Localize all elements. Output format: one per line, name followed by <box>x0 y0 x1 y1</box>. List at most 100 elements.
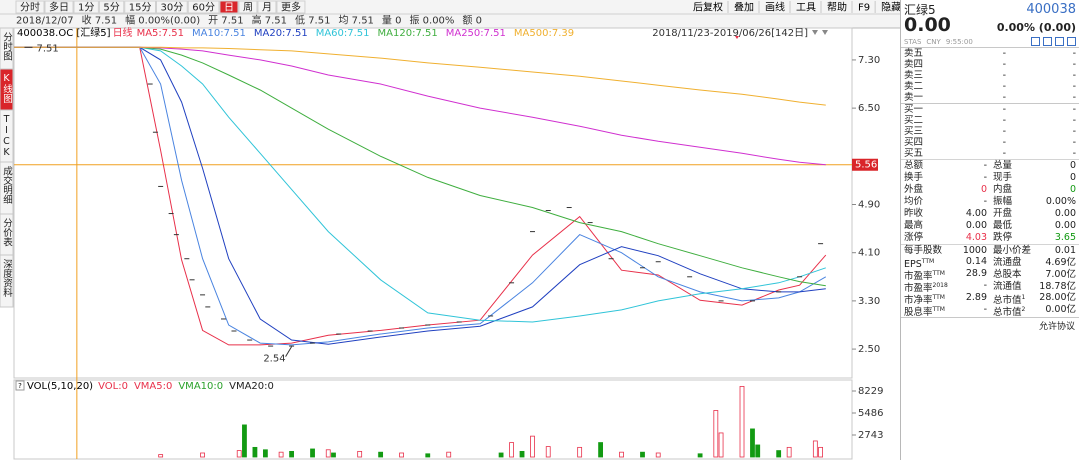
menu-item[interactable]: 工具 <box>796 2 816 14</box>
book-price: - <box>1002 48 1006 59</box>
period-tab[interactable]: 60分 <box>192 2 215 14</box>
side-tab[interactable]: 深度资料 <box>1 259 13 298</box>
panel-icon[interactable] <box>1031 37 1040 46</box>
book-price: - <box>1002 104 1006 115</box>
volume-title: VOL(5,10,20) <box>27 381 93 392</box>
stat-cell: EPSTTM 0.14 <box>904 256 990 271</box>
order-book-row: 卖五 - - <box>901 47 1079 59</box>
period-tab-bg <box>276 0 306 14</box>
menu-item[interactable]: 帮助 <box>827 1 847 14</box>
volume-legend: VMA20:0 <box>229 381 274 392</box>
stat-label-text: EPS <box>904 258 922 270</box>
y-tick-label: 2.50 <box>858 344 880 355</box>
period-tab-bg <box>98 0 125 14</box>
quote-item: 低 7.51 <box>295 14 330 27</box>
period-tab[interactable]: 多日 <box>49 1 69 14</box>
stat-value: - <box>983 303 987 315</box>
crosshair-label: 5.56 <box>855 160 877 171</box>
side-tab[interactable]: 成交明细 <box>1 165 13 204</box>
side-tab[interactable]: 分价表 <box>1 218 13 247</box>
ma-line <box>14 46 827 346</box>
stat-label-text: 昨收 <box>904 208 924 219</box>
side-tab[interactable]: TICK <box>1 114 12 158</box>
stat-value: 0 <box>1069 160 1076 171</box>
low-label: 2.54 <box>263 354 285 365</box>
panel-icon[interactable] <box>1043 37 1052 46</box>
volume-bar <box>598 442 603 458</box>
meta-row: STAS CNY 9:55:00 <box>901 36 1079 47</box>
side-tab[interactable]: 分时图 <box>1 32 13 61</box>
stat-row: 市盈率TTM 28.9 总股本 7.00亿 <box>901 268 1079 283</box>
panel-footer[interactable]: 允许协议 <box>901 317 1079 332</box>
stat-label-sup: TTM <box>921 257 935 265</box>
stat-cell: 最低 0.00 <box>990 220 1076 232</box>
period-tab[interactable]: 15分 <box>129 2 152 14</box>
volume-bar <box>399 452 404 458</box>
legend-entry: MA500:7.39 <box>514 28 574 39</box>
quote-item: 均 7.51 <box>338 15 373 27</box>
y-tick-label: 8229 <box>858 386 883 397</box>
stat-cell: 总市值2 0.00亿 <box>990 304 1076 319</box>
stat-label-text: 总量 <box>993 160 1013 171</box>
stat-label: 振幅 <box>993 196 1012 208</box>
quote-panel: 汇绿5 400038 0.00 0.00% (0.00) STAS CNY 9:55:00 卖… <box>900 0 1079 460</box>
period-tab[interactable]: 周 <box>243 2 253 14</box>
order-book-row: 买四 - - <box>901 137 1079 148</box>
book-label: 买二 <box>904 115 924 126</box>
menu-item[interactable]: 叠加 <box>734 2 754 14</box>
help-icon[interactable] <box>15 380 25 391</box>
side-tab[interactable]: K线图 <box>1 73 13 104</box>
period-tab[interactable]: 月 <box>262 2 272 14</box>
menu-item[interactable]: F9 <box>858 3 870 14</box>
book-label: 买一 <box>904 104 924 115</box>
order-book-row: 买三 - - <box>901 126 1079 137</box>
book-label: 卖二 <box>904 81 924 92</box>
period-tab[interactable]: 5分 <box>103 2 119 14</box>
stat-cell: 每手股数 1000 <box>904 245 990 257</box>
volume-bar <box>697 453 703 458</box>
period-tab[interactable]: 更多 <box>281 1 301 14</box>
period-tab-bg <box>155 0 188 14</box>
stat-label-text: 股息率 <box>904 306 933 318</box>
stat-label: EPSTTM <box>904 256 934 271</box>
stat-label: 外盘 <box>904 184 923 196</box>
stat-cell: 昨收 4.00 <box>904 208 990 220</box>
stat-label-text: 涨停 <box>904 232 924 243</box>
period-tab[interactable]: 30分 <box>160 2 183 14</box>
period-tab[interactable]: 1分 <box>78 2 94 14</box>
menu-item[interactable]: 隐藏 <box>881 2 900 14</box>
range-arrows[interactable] <box>812 30 828 35</box>
book-volume: - <box>1072 148 1076 159</box>
book-volume: - <box>1072 48 1076 59</box>
stat-value: 0.00% <box>1045 196 1076 207</box>
meta-item: STAS <box>904 37 922 46</box>
stat-label-text: 总额 <box>904 160 924 171</box>
stat-cell: 市盈率2018 - <box>904 280 990 295</box>
panel-icon[interactable] <box>1067 37 1076 46</box>
book-price: - <box>1002 59 1006 70</box>
stat-label: 市盈率TTM <box>904 268 945 283</box>
book-volume: - <box>1072 126 1076 137</box>
volume-bar <box>200 452 205 458</box>
volume-bar <box>509 442 514 458</box>
volume-bar <box>262 449 268 458</box>
period-tab[interactable]: 日 <box>224 3 234 14</box>
panel-icon[interactable] <box>1055 37 1064 46</box>
volume-legend: VMA5:0 <box>134 381 172 392</box>
quote-item: 高 7.51 <box>252 14 287 27</box>
y-tick-label: 3.30 <box>858 296 880 307</box>
quote-item: 幅 0.00%(0.00) <box>125 14 200 27</box>
menu-item[interactable]: 画线 <box>765 1 785 14</box>
period-tab-bg <box>187 0 220 14</box>
period-tab-bg <box>257 0 277 14</box>
menu-item[interactable]: 后复权 <box>693 1 723 14</box>
stat-label-sup: 2018 <box>932 281 948 289</box>
low-marker <box>285 346 293 357</box>
stat-label-text: 市盈率 <box>904 270 933 282</box>
period-tab[interactable]: 分时 <box>20 2 40 14</box>
quote-item: 振 0.00% <box>409 14 454 27</box>
volume-bar <box>498 452 504 458</box>
stat-value: - <box>983 196 987 207</box>
volume-bar <box>776 450 782 458</box>
stat-label: 总股本 <box>993 269 1022 281</box>
